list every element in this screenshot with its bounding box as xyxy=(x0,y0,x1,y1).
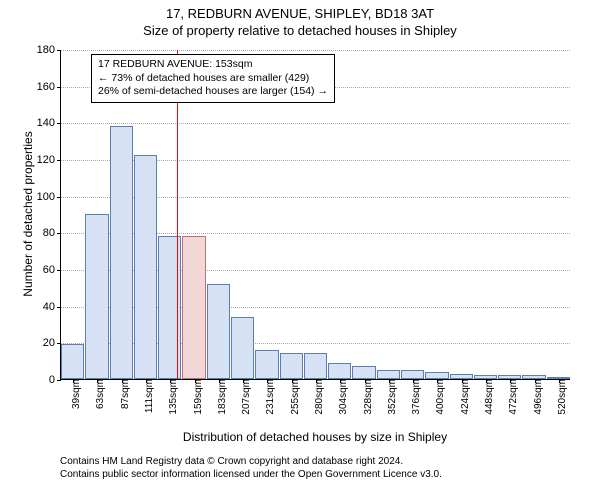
xtick-label: 255sqm xyxy=(288,379,301,415)
ytick-label: 80 xyxy=(43,227,61,239)
grid-line xyxy=(61,50,570,51)
histogram-bar xyxy=(304,353,327,379)
histogram-bar xyxy=(401,370,424,379)
ytick-label: 180 xyxy=(37,44,61,56)
ytick-label: 0 xyxy=(49,374,61,386)
legend-line2: ← 73% of detached houses are smaller (42… xyxy=(98,72,328,86)
ytick-label: 60 xyxy=(43,264,61,276)
xtick-label: 520sqm xyxy=(555,379,568,415)
ytick-label: 20 xyxy=(43,337,61,349)
xtick-label: 448sqm xyxy=(482,379,495,415)
chart-title-subtitle: Size of property relative to detached ho… xyxy=(0,21,600,38)
xtick-label: 304sqm xyxy=(336,379,349,415)
histogram-bar xyxy=(110,126,133,379)
footer-attribution: Contains HM Land Registry data © Crown c… xyxy=(60,455,442,481)
footer-line2: Contains public sector information licen… xyxy=(60,468,442,481)
legend-box: 17 REDBURN AVENUE: 153sqm← 73% of detach… xyxy=(91,54,335,103)
xtick-label: 39sqm xyxy=(69,379,82,409)
histogram-bar xyxy=(182,236,205,379)
histogram-bar xyxy=(134,155,157,379)
xtick-label: 376sqm xyxy=(409,379,422,415)
xtick-label: 111sqm xyxy=(142,379,155,413)
histogram-bar xyxy=(231,317,254,379)
histogram-bar xyxy=(328,363,351,380)
xtick-label: 183sqm xyxy=(215,379,228,415)
xtick-label: 231sqm xyxy=(263,379,276,415)
ytick-label: 140 xyxy=(37,117,61,129)
xtick-label: 496sqm xyxy=(531,379,544,415)
legend-line3: 26% of semi-detached houses are larger (… xyxy=(98,85,328,99)
chart-title-address: 17, REDBURN AVENUE, SHIPLEY, BD18 3AT xyxy=(0,0,600,21)
xtick-label: 87sqm xyxy=(118,379,131,409)
histogram-bar xyxy=(85,214,108,379)
xtick-label: 328sqm xyxy=(361,379,374,415)
xtick-label: 472sqm xyxy=(506,379,519,415)
ytick-label: 120 xyxy=(37,154,61,166)
xtick-label: 135sqm xyxy=(166,379,179,415)
histogram-bar xyxy=(61,344,84,379)
xtick-label: 207sqm xyxy=(239,379,252,415)
xtick-label: 400sqm xyxy=(433,379,446,415)
histogram-bar xyxy=(352,366,375,379)
histogram-bar xyxy=(207,284,230,379)
histogram-bar xyxy=(255,350,278,379)
chart-container: 17, REDBURN AVENUE, SHIPLEY, BD18 3AT Si… xyxy=(0,0,600,500)
grid-line xyxy=(61,123,570,124)
plot-area: 02040608010012014016018039sqm63sqm87sqm1… xyxy=(60,50,570,380)
footer-line1: Contains HM Land Registry data © Crown c… xyxy=(60,455,442,468)
xtick-label: 159sqm xyxy=(191,379,204,415)
xtick-label: 424sqm xyxy=(458,379,471,415)
ytick-label: 160 xyxy=(37,81,61,93)
ytick-label: 40 xyxy=(43,301,61,313)
xtick-label: 352sqm xyxy=(385,379,398,415)
xtick-label: 63sqm xyxy=(93,379,106,409)
y-axis-label: Number of detached properties xyxy=(21,114,35,314)
histogram-bar xyxy=(377,370,400,379)
x-axis-label: Distribution of detached houses by size … xyxy=(60,430,570,444)
histogram-bar xyxy=(425,372,448,379)
xtick-label: 280sqm xyxy=(312,379,325,415)
ytick-label: 100 xyxy=(37,191,61,203)
histogram-bar xyxy=(280,353,303,379)
legend-line1: 17 REDBURN AVENUE: 153sqm xyxy=(98,58,328,72)
